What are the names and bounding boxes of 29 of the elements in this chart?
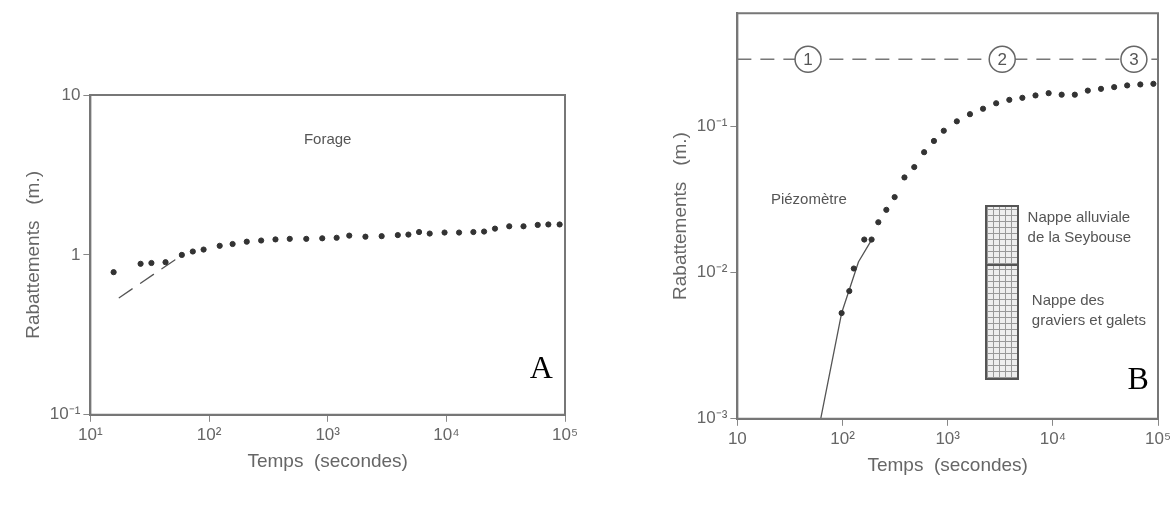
annotation: Nappe alluviale de la Seybouse — [1027, 208, 1132, 246]
x-tick-label: 10⁵ — [1145, 428, 1171, 448]
x-tick-label: 10³ — [935, 428, 961, 448]
y-tick-label: 10 — [61, 84, 81, 104]
x-tick-label: 10³ — [315, 424, 341, 444]
annotation: 1 — [803, 49, 813, 69]
y-tick-label: 10⁻³ — [696, 408, 728, 428]
annotation: Nappe des graviers et galets — [1031, 291, 1147, 329]
annotation: B — [1127, 360, 1149, 397]
x-tick-label: 10⁴ — [1039, 428, 1066, 448]
x-tick-label: 10⁵ — [552, 424, 578, 444]
y-tick-label: 10⁻¹ — [696, 116, 728, 136]
x-tick-label: 10² — [830, 428, 856, 448]
x-axis-title: Temps (secondes) — [867, 453, 1028, 475]
y-tick-label: 10⁻² — [696, 262, 728, 282]
y-axis-title: Rabattements (m.) — [668, 132, 690, 300]
x-tick-label: 10⁴ — [433, 424, 460, 444]
annotation: Forage — [303, 129, 352, 147]
y-axis-title: Rabattements (m.) — [21, 170, 43, 339]
annotation: Piézomètre — [770, 189, 847, 207]
x-tick-label: 10¹ — [78, 424, 103, 444]
x-axis-title: Temps (secondes) — [247, 449, 408, 471]
annotation: 3 — [1129, 49, 1139, 69]
annotation: A — [529, 349, 553, 386]
x-tick-label: 10² — [196, 424, 222, 444]
annotation: 2 — [997, 49, 1007, 69]
y-tick-label: 10⁻¹ — [49, 404, 81, 424]
y-tick-label: 1 — [70, 244, 81, 264]
x-tick-label: 10 — [727, 428, 747, 448]
